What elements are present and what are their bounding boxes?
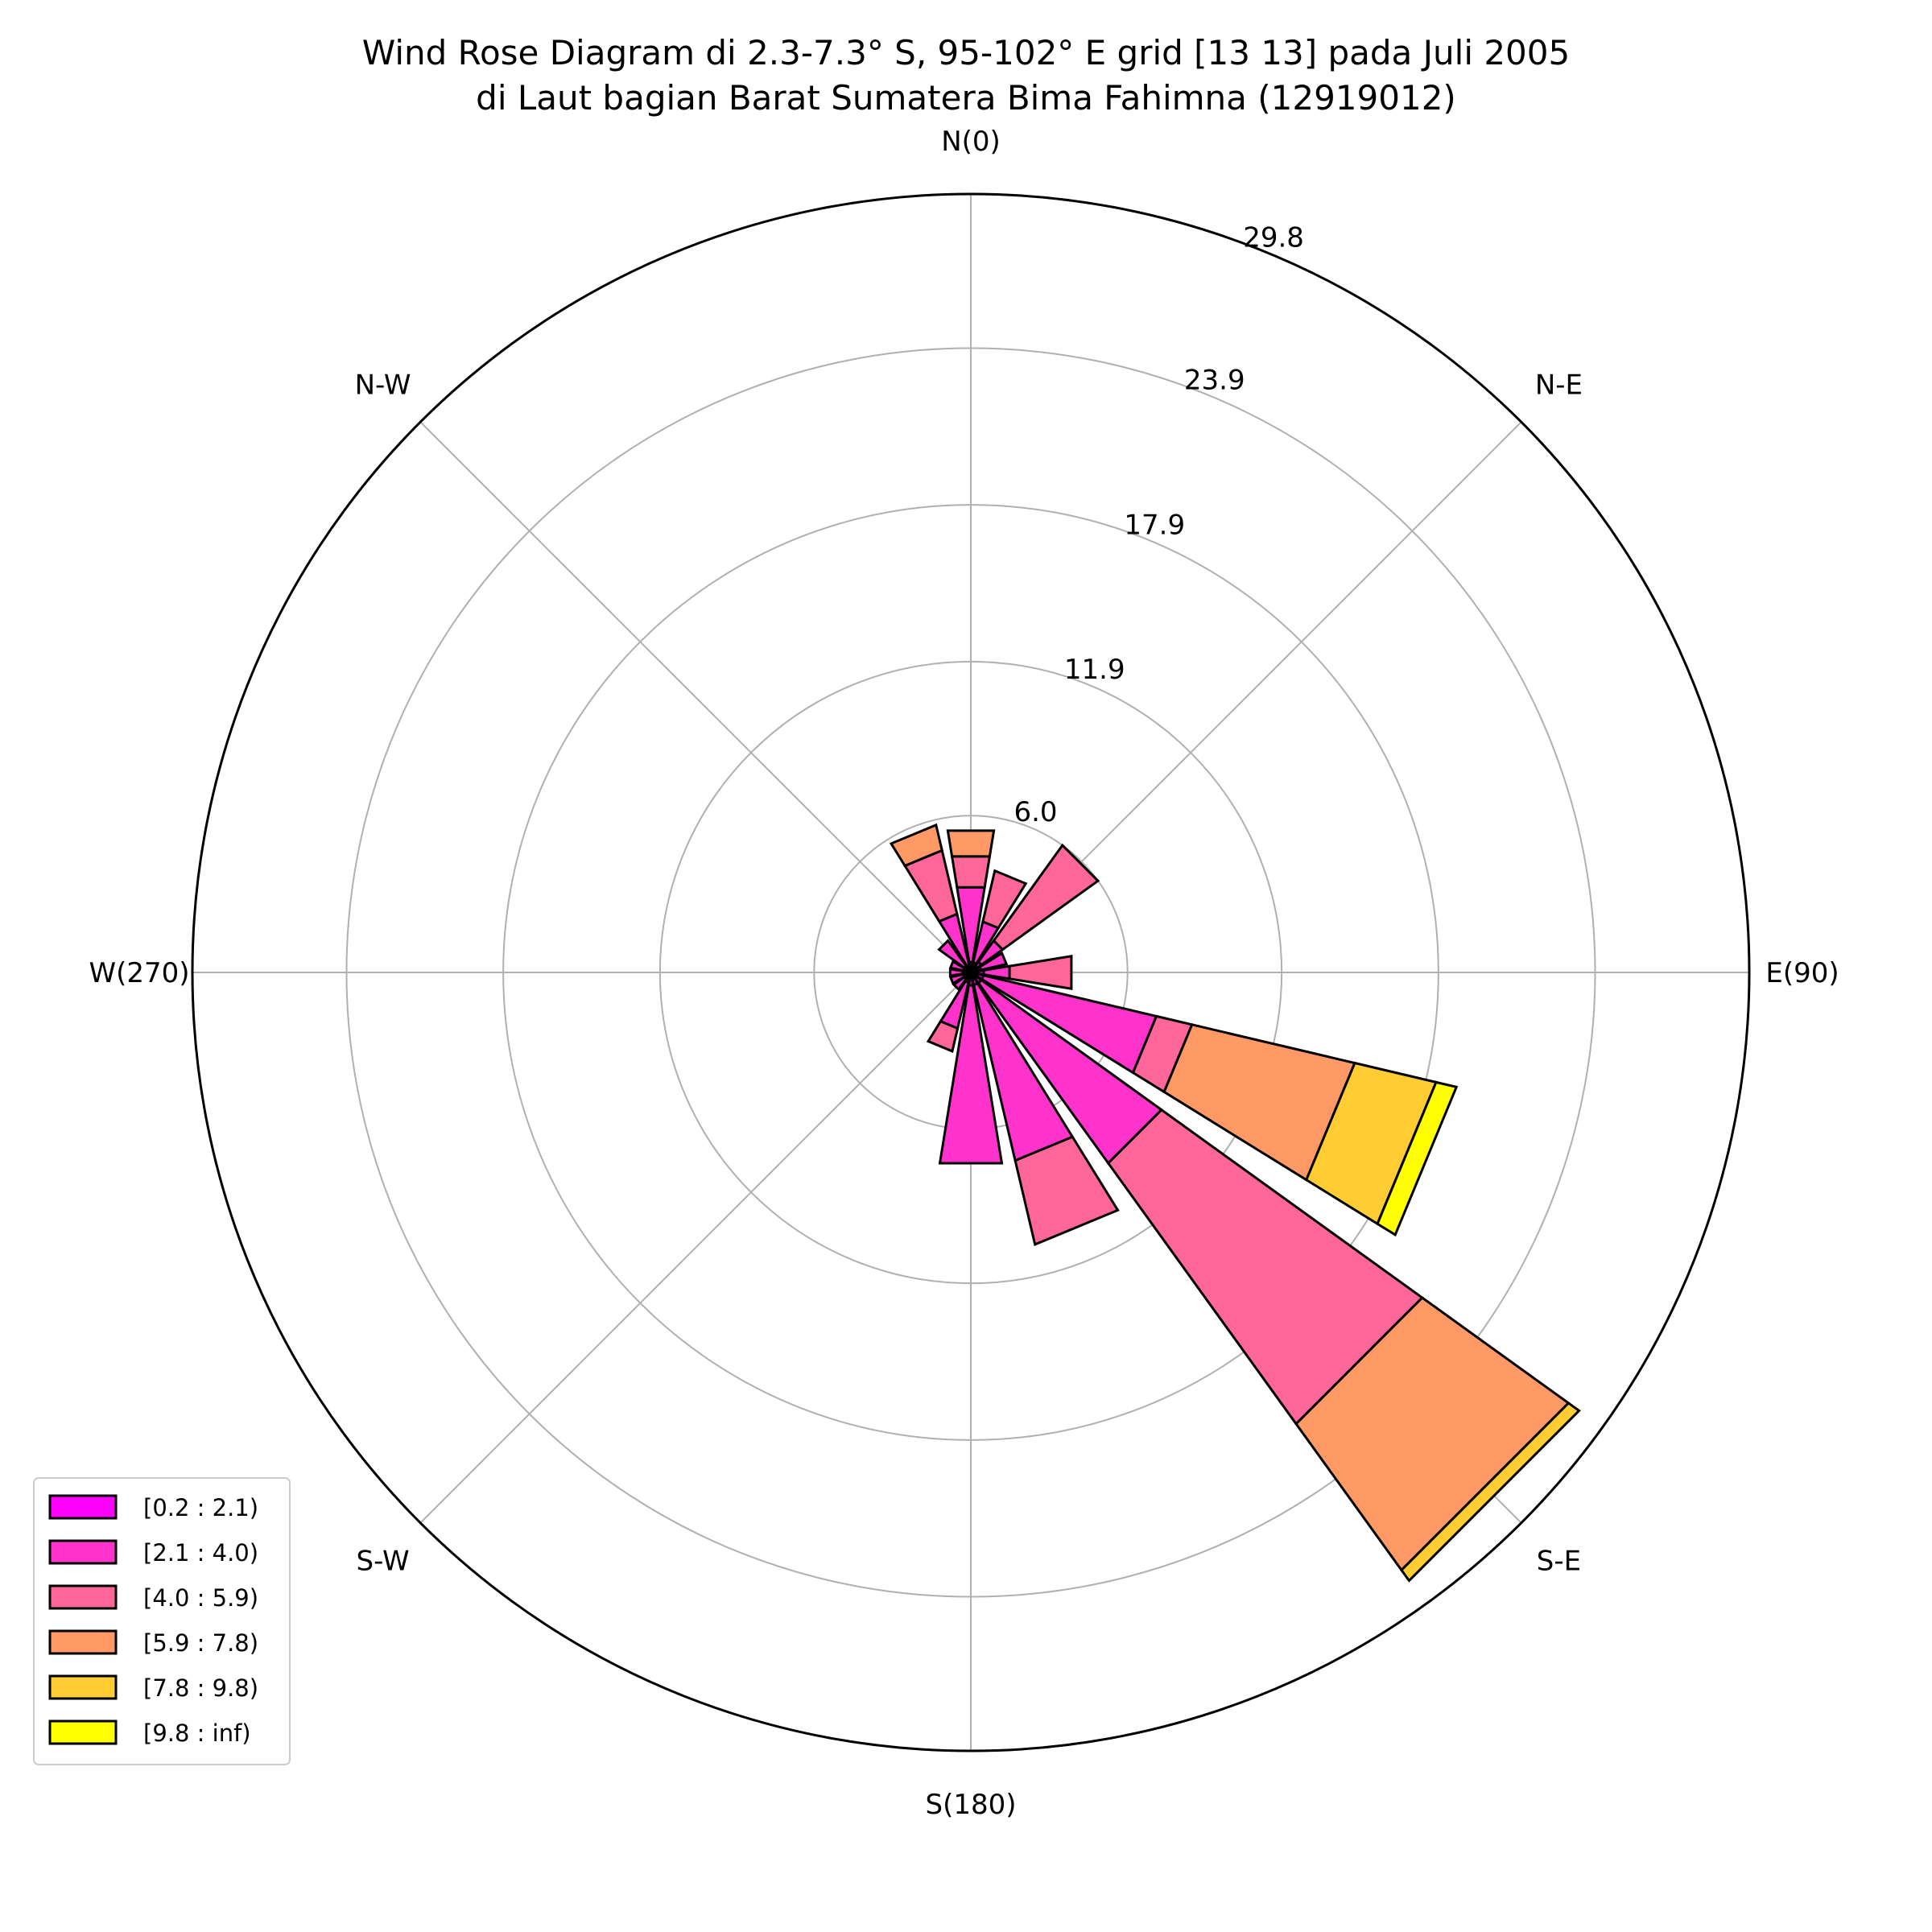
chart-subtitle: di Laut bagian Barat Sumatera Bima Fahim… xyxy=(476,78,1456,118)
direction-label: N(0) xyxy=(941,126,1001,158)
wind-bar-segment xyxy=(938,984,1004,1165)
legend-label: [2.1 : 4.0) xyxy=(143,1539,258,1567)
legend-swatch xyxy=(48,1584,118,1610)
direction-label: N-E xyxy=(1535,369,1583,402)
wind-bar-segment xyxy=(978,951,1009,972)
wind-bar-segment xyxy=(889,823,943,868)
legend-swatch xyxy=(48,1494,118,1520)
wind-bar-segment xyxy=(952,975,968,992)
grid-spoke xyxy=(419,972,972,1524)
legend-label: [9.8 : inf) xyxy=(143,1719,251,1747)
direction-label: N-W xyxy=(355,369,411,402)
wind-bars xyxy=(889,823,1581,1583)
polar-frame xyxy=(191,192,1751,1752)
wind-bar-segment xyxy=(948,972,966,985)
legend-label: [0.2 : 2.1) xyxy=(143,1494,258,1521)
wind-bar-segment xyxy=(950,855,992,889)
wind-bar-segment xyxy=(981,869,1028,930)
direction-label: S(180) xyxy=(925,1789,1016,1821)
legend-label: [7.8 : 9.8) xyxy=(143,1674,258,1702)
legend-swatch xyxy=(48,1629,118,1655)
radial-tick-label: 29.8 xyxy=(1243,222,1304,254)
radial-tick-labels: 6.0 11.9 17.9 23.9 29.8 xyxy=(1013,222,1303,829)
wind-bar-segment xyxy=(1008,954,1073,991)
wind-bar-segment xyxy=(937,939,968,970)
chart-title: Wind Rose Diagram di 2.3-7.3° S, 95-102°… xyxy=(362,33,1570,72)
direction-label: S-E xyxy=(1537,1545,1581,1577)
legend-label: [4.0 : 5.9) xyxy=(143,1584,258,1612)
grid-spoke xyxy=(419,421,972,973)
radial-tick-label: 11.9 xyxy=(1064,654,1125,686)
wind-bar-segment xyxy=(992,843,1100,952)
legend-label: [5.9 : 7.8) xyxy=(143,1629,258,1657)
legend-swatch xyxy=(48,1539,118,1565)
radial-tick-label: 17.9 xyxy=(1124,509,1185,541)
wind-bar-segment xyxy=(1013,1135,1120,1246)
wind-bar-segment xyxy=(948,960,966,972)
wind-bar-segment xyxy=(1376,1080,1459,1237)
direction-labels: N(0) N-E E(90) S-E S(180) S-W W(270) N-W xyxy=(89,126,1839,1821)
radial-tick-label: 23.9 xyxy=(1184,364,1245,396)
wind-bar-segment xyxy=(926,1019,960,1053)
direction-label: S-W xyxy=(357,1545,410,1577)
wind-bar-segment xyxy=(1399,1401,1581,1583)
radial-tick-label: 6.0 xyxy=(1013,796,1057,828)
direction-label: E(90) xyxy=(1765,957,1839,989)
direction-label: W(270) xyxy=(89,957,189,989)
legend-swatch xyxy=(48,1719,118,1745)
legend-swatch xyxy=(48,1674,118,1700)
legend: [0.2 : 2.1) [2.1 : 4.0) [4.0 : 5.9) [5.9 : … xyxy=(33,1477,291,1765)
wind-bar-segment xyxy=(946,829,996,858)
